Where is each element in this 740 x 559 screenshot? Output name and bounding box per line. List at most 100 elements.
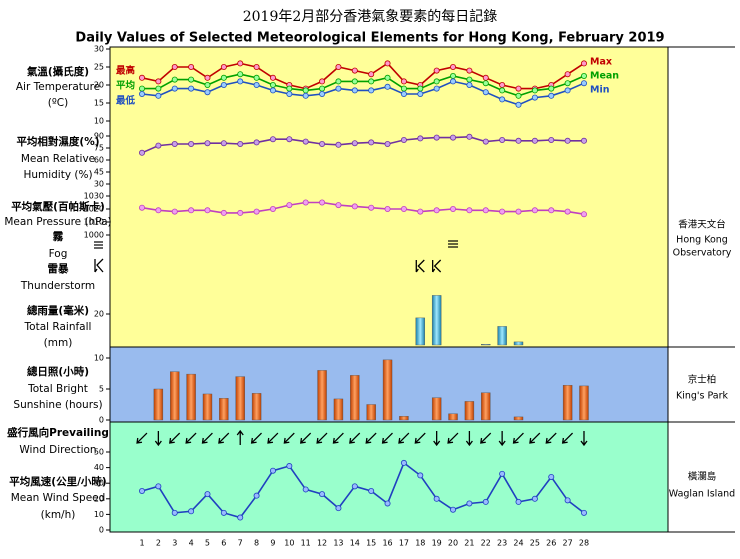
series-line [142,73,585,97]
point [302,138,309,145]
point [450,205,457,212]
x-tick-label: 16 [382,539,392,548]
point [319,91,326,98]
point [319,491,326,498]
wind-arrow [185,432,197,444]
x-tick-label: 25 [530,539,540,548]
panel-label: Mean Pressure (hPa) [4,216,111,228]
point [548,207,555,214]
x-tick-label: 13 [333,539,343,548]
point [531,207,538,214]
wind-arrow [465,431,473,447]
wind-arrow [381,432,393,444]
point [188,207,195,214]
point [351,140,358,147]
panel-label: 總日照(小時) [27,365,89,378]
point [188,76,195,83]
x-tick-label: 5 [205,539,210,548]
point [253,74,260,81]
point [450,506,457,513]
x-tick-label: 22 [481,539,491,548]
bar [350,375,360,421]
point [400,85,407,92]
x-tick-label: 26 [546,539,556,548]
y-tick-label: 30 [94,180,104,189]
y-tick-label: 50 [94,448,104,457]
panel-label: Total Bright [27,383,88,395]
point [220,140,227,147]
bar [202,393,213,421]
y-tick-label: 5 [99,385,104,394]
point [564,497,571,504]
point [351,67,358,74]
panel-label: 平均氣壓(百帕斯卡) [11,200,105,213]
point [253,64,260,71]
bar [235,376,245,421]
point [171,509,178,516]
panel-label: 雷暴 [48,262,69,275]
series-line [141,62,585,90]
y-tick-label: 10 [94,354,104,363]
station-label: Waglan Island [669,489,735,500]
panel-yellow [109,46,669,348]
point [204,74,211,81]
point [384,500,391,507]
panel-label: (ºC) [48,97,68,109]
point [368,487,375,494]
point [466,207,473,214]
wind-arrow [250,432,262,444]
point [269,205,276,212]
point [155,85,162,92]
station-label: Hong Kong [676,235,728,246]
x-tick-label: 6 [221,539,226,548]
wind-arrow [447,432,459,444]
wind-arrow [136,432,148,444]
point [433,134,440,141]
point [482,498,489,505]
panel-label: Total Rainfall [24,321,92,333]
point [433,78,440,85]
bar [382,359,393,421]
x-tick-label: 1 [139,539,144,548]
y-tick-label: 20 [94,494,104,503]
point [499,82,506,89]
wind-arrow [267,432,279,444]
bar [431,397,442,421]
y-tick-label: 30 [94,45,104,54]
x-tick-label: 18 [415,539,425,548]
thunder-symbol [415,259,425,273]
point [138,91,145,98]
point [335,64,342,71]
point [515,92,522,99]
point [171,64,178,71]
point [482,80,489,87]
point [188,64,195,71]
point [515,85,522,92]
point [515,137,522,144]
point [548,92,555,99]
x-tick-label: 10 [284,539,294,548]
bar [333,398,344,421]
panel-label: (km/h) [41,509,76,521]
wind-arrow [283,432,295,444]
point [515,101,522,108]
point [138,204,145,211]
legend-label-zh: 平均 [116,80,136,92]
point [417,85,424,92]
point [450,64,457,71]
point [417,135,424,142]
point [384,74,391,81]
point [531,137,538,144]
x-tick-label: 4 [189,539,194,548]
point [138,149,145,156]
panel-label: Wind Direction [19,444,96,456]
point [564,137,571,144]
point [482,207,489,214]
series-line [141,135,584,154]
point [335,85,342,92]
x-tick-label: 11 [301,539,311,548]
bar [481,344,491,346]
wind-arrow [236,429,244,445]
point [220,209,227,216]
wind-arrow [545,432,557,444]
